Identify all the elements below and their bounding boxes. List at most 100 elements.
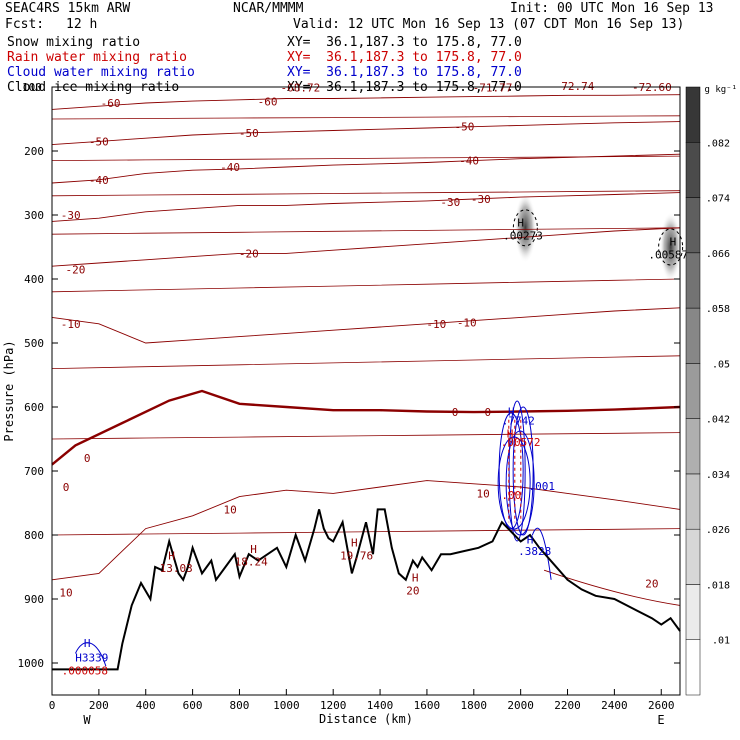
extrema-labels: -68.72 -71.77 -72.74 -72.60H13.03H18.24H19.…: [62, 80, 689, 677]
isotherm-label: -60: [101, 97, 121, 110]
colorbar-segment: [685, 86, 701, 143]
init-time: Init: 00 UTC Mon 16 Sep 13: [510, 1, 714, 16]
colorbar-segment: [685, 307, 701, 364]
isotherm-label: 10: [223, 503, 236, 516]
isotherm-line: [51, 307, 681, 344]
y-tick-label: 400: [24, 273, 44, 286]
east-endpoint-label: E: [657, 713, 664, 727]
y-tick-label: 100: [22, 81, 42, 94]
plot-frame: [51, 86, 681, 696]
colorbar-segment: [685, 418, 701, 475]
extremum-label: H: [250, 543, 257, 556]
x-tick-label: 2200: [554, 699, 581, 712]
x-tick-label: 1200: [320, 699, 347, 712]
extremum-label: H: [84, 637, 91, 650]
isotherm-label: -10: [61, 318, 81, 331]
isotherm-label: -50: [454, 121, 474, 134]
extremum-label: H: [507, 428, 514, 441]
field-name-cloud-water: Cloud water mixing ratio: [7, 65, 195, 80]
isotherm-label: -30: [440, 196, 460, 209]
isotherm-label: -40: [220, 161, 240, 174]
y-tick-label: 900: [24, 593, 44, 606]
colorbar-segment: [685, 252, 701, 309]
colorbar-tick-label: .018: [706, 580, 730, 591]
extremum-label: H: [527, 533, 534, 546]
isotherm-line: [51, 121, 681, 146]
extremum-label: .7742: [502, 414, 535, 427]
isotherm-label: -50: [89, 135, 109, 148]
isotherm-label: 10: [477, 487, 490, 500]
y-tick-label: 1000: [18, 657, 45, 670]
isotherm-label: -20: [65, 263, 85, 276]
cloud-water-contour: [497, 436, 531, 530]
isotherm-label: 0: [485, 406, 492, 419]
y-tick-label: 800: [24, 529, 44, 542]
x-tick-label: 200: [89, 699, 109, 712]
ice-contour: [658, 228, 684, 266]
isotherm-line: [51, 192, 681, 222]
extremum-label: H: [412, 572, 419, 585]
y-tick-label: 200: [24, 145, 44, 158]
isotherm-line: [51, 480, 681, 581]
ice-contour: [512, 209, 538, 247]
isotherm-label: 10: [59, 587, 72, 600]
isotherm-line: [51, 153, 681, 184]
model-title: SEAC4RS 15km ARW: [5, 1, 131, 16]
isotherm-line: [51, 432, 681, 440]
isotherm-label: 20: [645, 577, 658, 590]
extremum-label: .00: [501, 489, 521, 502]
isotherm-line: [51, 278, 681, 293]
y-tick-label: 500: [24, 337, 44, 350]
extremum-label: H: [351, 537, 358, 550]
cloud-water-contour: [508, 400, 526, 542]
extremum-label: .00572: [501, 436, 541, 449]
cloud-water-contour: [531, 527, 552, 580]
extremum-label: H: [508, 405, 515, 418]
colorbar-tick-label: .074: [706, 194, 730, 205]
isotherm-line: [51, 389, 681, 466]
extremum-label: .3828: [518, 545, 551, 558]
colorbar-unit: g kg⁻¹: [704, 85, 737, 95]
extremum-label: -71.77: [473, 81, 513, 94]
west-endpoint-label: W: [83, 713, 91, 727]
isotherm-label: -50: [239, 127, 259, 140]
extremum-label: H: [168, 549, 175, 562]
extremum-label: 20: [406, 585, 419, 598]
snow-region: [514, 192, 537, 263]
cloud-water-contour: [74, 642, 107, 667]
extremum-label: 18.24: [235, 556, 268, 569]
isotherm-line: [51, 115, 681, 120]
colorbar-segment: [685, 197, 701, 254]
colorbar-segment: [685, 142, 701, 198]
axes: 1002003004005006007008009001000Pressure …: [2, 81, 681, 727]
extremum-label: H3339: [75, 652, 108, 665]
extremum-label: H: [670, 236, 677, 249]
isotherm-label: 0: [452, 406, 459, 419]
plot-area: 10 10 10 0 0 0 0 -10 -10 -10 -20 -20 -30 -30 -30 -40 -40…: [51, 80, 689, 678]
isotherm-label: -20: [239, 247, 259, 260]
isotherm-line: [51, 190, 681, 197]
isotherm-label: -30: [471, 193, 491, 206]
colorbar-segment: [685, 473, 701, 530]
colorbar-segment: [685, 528, 701, 585]
colorbar-segment: [685, 639, 701, 696]
x-tick-label: 2600: [648, 699, 675, 712]
x-tick-label: 600: [183, 699, 203, 712]
isotherm-line: [51, 227, 681, 267]
cloud-water-contours: [74, 400, 552, 667]
x-tick-label: 1800: [461, 699, 488, 712]
isotherm-label: 0: [84, 452, 91, 465]
colorbar-tick-label: .05: [712, 359, 730, 370]
isotherm-line: [51, 528, 681, 536]
colorbar-tick-label: .058: [706, 304, 730, 315]
isotherm-line: [51, 227, 681, 235]
extremum-label: 19.76: [340, 549, 373, 562]
extremum-label: .00587: [648, 249, 688, 262]
isotherm-line: [51, 94, 681, 110]
snow-region: [659, 212, 682, 282]
colorbar-segment: [685, 584, 701, 640]
field-xy-rain: XY= 36.1,187.3 to 175.8, 77.0: [287, 50, 522, 65]
colorbar-tick-label: .082: [706, 138, 730, 149]
colorbar-tick-label: .034: [706, 470, 730, 481]
